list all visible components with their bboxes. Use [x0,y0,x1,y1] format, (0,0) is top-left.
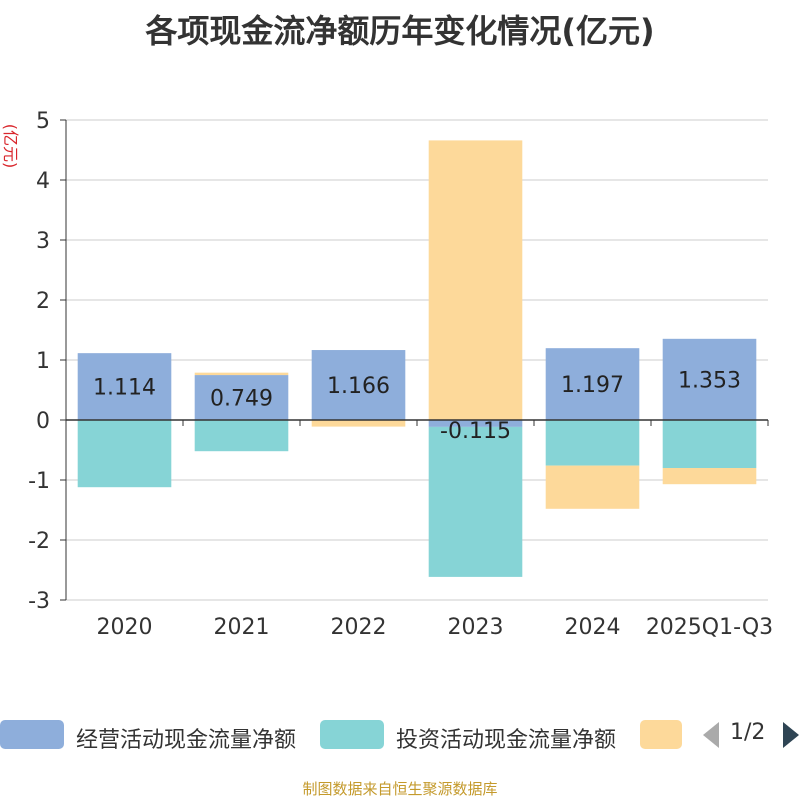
x-tick-label: 2023 [448,615,504,640]
label-layer: 2020 2021 2022 2023 2024 2025Q1-Q3 1.114 0.749 1… [93,368,773,640]
bar-3-2024 [545,465,640,509]
bar-1-2024 [545,348,640,420]
bar-3-2022 [311,420,406,427]
y-tick-label: 0 [36,409,50,434]
x-tick-label: 2024 [565,615,621,640]
y-tick-label: 4 [36,169,50,194]
bar-1-2020 [77,353,172,420]
bar-2-2021 [194,420,289,452]
data-label: -0.115 [440,419,511,444]
x-tick-label: 2025Q1-Q3 [646,615,773,640]
bar-3-2021 [194,372,289,376]
legend-swatch-financing [640,720,682,749]
bar-1-2025Q1-Q3 [662,338,757,420]
x-tick-label: 2021 [214,615,270,640]
legend-label-investing: 投资活动现金流量净额 [396,728,617,753]
legend-prev-page-icon[interactable] [703,722,719,748]
bar-2-2024 [545,420,640,466]
data-label: 1.353 [678,368,741,393]
legend-swatch-investing [320,720,384,749]
bar-1-2021 [194,375,289,420]
y-tick-label: 2 [36,289,50,314]
y-tick-label: 3 [36,229,50,254]
data-label: 1.197 [561,373,624,398]
x-tick-label: 2020 [97,615,153,640]
legend-swatch-operating [0,720,64,749]
data-source-footer: 制图数据来自恒生聚源数据库 [302,780,498,798]
data-label: 1.166 [327,374,390,399]
data-label: 0.749 [210,387,273,412]
legend: 经营活动现金流量净额 投资活动现金流量净额 [0,714,800,758]
legend-page-indicator: 1/2 [730,720,766,745]
bar-3-2025Q1-Q3 [662,468,757,485]
bar-1-2023 [428,420,523,427]
bar-2-2025Q1-Q3 [662,420,757,468]
bar-2-2020 [77,420,172,488]
bar-layer [77,140,757,577]
y-tick-label: 5 [36,109,50,134]
y-tick-label: 1 [36,349,50,374]
y-axis-label: (亿元) [1,124,20,169]
data-label: 1.114 [93,376,156,401]
y-tick-label: -2 [28,529,50,554]
chart-title: 各项现金流净额历年变化情况(亿元) [145,12,655,50]
y-tick-label: -1 [28,469,50,494]
bar-1-2022 [311,350,406,420]
bar-3-2023 [428,140,523,420]
x-tick-label: 2022 [331,615,387,640]
y-tick-label: -3 [28,589,50,614]
bar-2-2023 [428,426,523,577]
legend-next-page-icon[interactable] [783,722,799,748]
legend-label-operating: 经营活动现金流量净额 [76,728,297,753]
axis-layer: -3 -2 -1 0 1 2 3 4 5 (亿元) [1,109,769,614]
